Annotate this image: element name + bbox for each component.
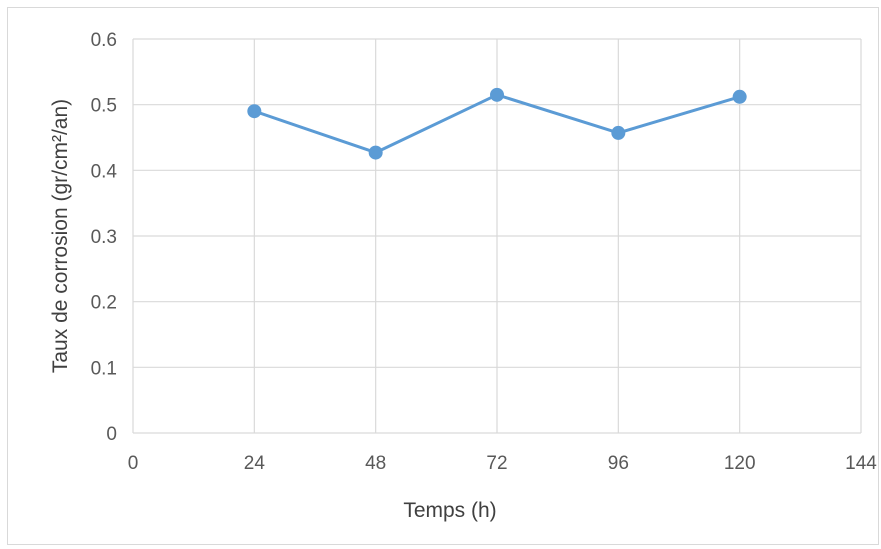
x-tick-label: 24 — [244, 453, 266, 474]
data-point — [611, 125, 626, 140]
y-axis-title: Taux de corrosion (gr/cm²/an) — [49, 99, 72, 373]
y-tick-label: 0.3 — [91, 227, 117, 248]
data-point — [368, 145, 383, 160]
y-tick-label: 0.1 — [91, 358, 117, 379]
data-point — [247, 104, 262, 119]
x-axis-title: Temps (h) — [403, 499, 496, 522]
x-tick-label: 96 — [608, 453, 629, 474]
y-tick-labels: 0 0.1 0.2 0.3 0.4 0.5 0.6 — [91, 30, 118, 445]
y-tick-label: 0.6 — [91, 30, 117, 51]
data-points — [247, 87, 747, 160]
x-tick-label: 48 — [365, 453, 386, 474]
y-tick-label: 0.5 — [91, 96, 117, 117]
x-tick-labels: 0 24 48 72 96 120 144 — [128, 453, 878, 474]
data-point — [732, 89, 747, 104]
y-tick-label: 0.2 — [91, 293, 117, 314]
x-tick-label: 0 — [128, 453, 139, 474]
x-tick-label: 144 — [845, 453, 877, 474]
y-tick-label: 0 — [106, 424, 117, 445]
y-tick-label: 0.4 — [91, 161, 118, 182]
data-point — [490, 87, 504, 102]
x-tick-label: 120 — [724, 453, 756, 474]
x-tick-label: 72 — [486, 453, 507, 474]
